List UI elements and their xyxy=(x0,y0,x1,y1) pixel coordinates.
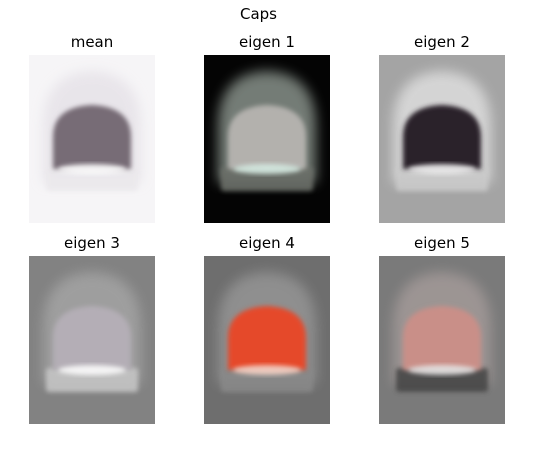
panel-title-eigen-5: eigen 5 xyxy=(414,234,470,252)
cap-image xyxy=(379,256,505,424)
cap-highlight xyxy=(58,164,126,174)
cap-image xyxy=(29,256,155,424)
cap-brim xyxy=(396,368,488,392)
cap-dome xyxy=(228,105,306,169)
cap-highlight xyxy=(408,365,476,375)
cap-highlight xyxy=(233,365,301,375)
image-eigen-1 xyxy=(204,55,330,223)
image-eigen-3 xyxy=(29,256,155,424)
image-eigen-2 xyxy=(379,55,505,223)
figure-title: Caps xyxy=(239,5,277,23)
cap-brim xyxy=(46,167,138,191)
image-mean xyxy=(29,55,155,223)
cap-highlight xyxy=(408,164,476,174)
cap-image xyxy=(379,55,505,223)
cap-dome xyxy=(403,105,481,169)
cap-image xyxy=(29,55,155,223)
cap-brim xyxy=(396,167,488,191)
image-eigen-5 xyxy=(379,256,505,424)
cap-brim xyxy=(46,368,138,392)
cap-image xyxy=(204,256,330,424)
cap-brim xyxy=(221,167,313,191)
panel-title-eigen-1: eigen 1 xyxy=(239,33,295,51)
cap-highlight xyxy=(58,365,126,375)
cap-dome xyxy=(403,306,481,370)
panel-title-eigen-4: eigen 4 xyxy=(239,234,295,252)
panel-title-eigen-2: eigen 2 xyxy=(414,33,470,51)
cap-dome xyxy=(228,306,306,370)
image-eigen-4 xyxy=(204,256,330,424)
cap-highlight xyxy=(233,164,301,174)
cap-brim xyxy=(221,368,313,392)
cap-image xyxy=(204,55,330,223)
panel-title-mean: mean xyxy=(70,33,114,51)
cap-dome xyxy=(53,105,131,169)
panel-title-eigen-3: eigen 3 xyxy=(64,234,120,252)
cap-dome xyxy=(53,306,131,370)
